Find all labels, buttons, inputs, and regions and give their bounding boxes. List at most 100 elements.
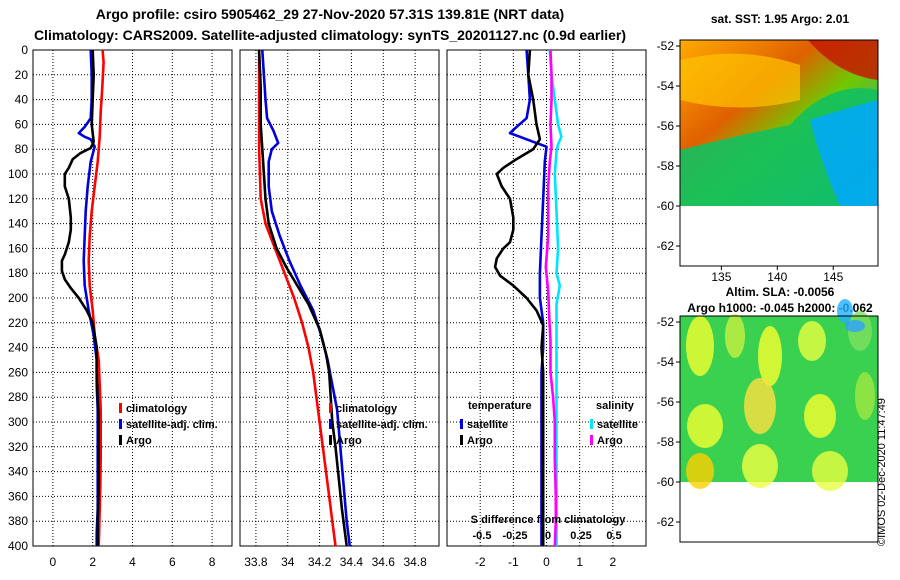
y-tick-label: 400: [8, 539, 28, 553]
y-tick-label: 160: [8, 241, 28, 255]
y-tick-label: 360: [8, 489, 28, 503]
title-line-2: Climatology: CARS2009. Satellite-adjuste…: [33, 27, 627, 43]
sla-anomaly-blob: [686, 316, 714, 376]
y-tick-label: 140: [8, 217, 28, 231]
map-y-tick-label: -62: [657, 239, 675, 253]
map-y-tick-label: -58: [657, 159, 675, 173]
map-x-tick-label: 145: [823, 270, 843, 284]
x-tick-label: 2: [89, 555, 96, 569]
legend-label: Argo: [467, 435, 493, 447]
y-tick-label: 320: [8, 440, 28, 454]
map-x-tick-label: 135: [711, 270, 731, 284]
sst-map-title: sat. SST: 1.95 Argo: 2.01: [710, 12, 850, 26]
s-diff-tick-label: -0.25: [502, 530, 527, 542]
y-tick-label: 120: [8, 192, 28, 206]
legend-label: climatology: [126, 403, 188, 415]
legend-swatch: [119, 403, 122, 413]
series-salinity-satellite: [548, 49, 563, 546]
sla-title-line-1: Altim. SLA: -0.0056: [725, 285, 835, 299]
legend-swatch: [460, 435, 463, 445]
y-tick-label: 20: [15, 68, 29, 82]
x-tick-label: 2: [609, 555, 616, 569]
x-tick-label: -2: [475, 555, 486, 569]
title-line-1: Argo profile: csiro 5905462_29 27-Nov-20…: [95, 6, 565, 22]
series-salinity-argo: [544, 49, 558, 547]
map-frame: [679, 315, 879, 543]
y-tick-label: 80: [15, 142, 29, 156]
panel-temperature: 0 2 4 6 802040608010012014016018020022024026…: [8, 43, 233, 569]
legend-label: satellite-adj. clim.: [336, 419, 428, 431]
legend-label: Argo: [597, 435, 623, 447]
x-tick-label: 6: [169, 555, 176, 569]
sla-negative-blob: [845, 320, 865, 332]
y-tick-label: 300: [8, 415, 28, 429]
legend-swatch: [590, 435, 593, 445]
series-argo: [60, 49, 100, 546]
sla-anomaly-blob: [804, 394, 836, 438]
legend-label: satellite: [597, 419, 638, 431]
sla-title-line-2: Argo h1000: -0.045 h2000: -0.062: [687, 301, 873, 315]
x-tick-label: 0: [543, 555, 550, 569]
plot-layer: 0 2 4 6 802040608010012014016018020022024026…: [8, 43, 647, 569]
x-tick-label: 1: [576, 555, 583, 569]
sst-warm-patch: [808, 40, 878, 80]
y-tick-label: 0: [21, 43, 28, 57]
sla-anomaly-blob: [742, 444, 778, 488]
map-y-tick-label: -60: [657, 475, 675, 489]
sla-anomaly-blob: [758, 326, 782, 386]
sla-anomaly-blob: [798, 321, 826, 361]
s-diff-axis-label: S difference from climatology: [471, 514, 627, 526]
legend-swatch: [460, 419, 463, 429]
legend-difference: temperature salinity satellite Argo satellit…: [460, 400, 638, 542]
legend-swatch: [119, 435, 122, 445]
map-y-tick-label: -56: [657, 119, 675, 133]
map-y-tick-label: -58: [657, 435, 675, 449]
legend-label: climatology: [336, 403, 398, 415]
panel-difference: -2 -1 0 1 2: [446, 49, 647, 569]
s-diff-tick-label: 0.25: [570, 530, 591, 542]
s-diff-tick-label: 0: [545, 530, 551, 542]
s-diff-tick-label: 0.5: [606, 530, 621, 542]
series-satellite-adj-clim-: [261, 49, 352, 547]
y-tick-label: 340: [8, 465, 28, 479]
series-temperature-satellite: [508, 49, 548, 546]
map-y-tick-label: -56: [657, 395, 675, 409]
map-y-tick-label: -62: [657, 515, 675, 529]
legend-temperature: climatology satellite-adj. clim. Argo: [119, 403, 218, 447]
map-x-tick-label: 140: [767, 270, 787, 284]
y-tick-label: 280: [8, 390, 28, 404]
x-tick-label: 34.4: [340, 555, 364, 569]
map-layer: -52 -54 -56 -58 -60 -62 135 140 145 -52 -54 -56 -58 -…: [657, 39, 879, 543]
x-tick-label: 34: [281, 555, 295, 569]
s-diff-tick-label: -0.5: [473, 530, 492, 542]
legend-swatch: [590, 419, 593, 429]
map-y-tick-label: -52: [657, 315, 675, 329]
legend-label: satellite: [467, 419, 508, 431]
sla-anomaly-blob: [855, 372, 875, 420]
sla-anomaly-blob: [687, 404, 723, 448]
sst-yellow-band: [680, 53, 800, 108]
map-y-tick-label: -54: [657, 355, 675, 369]
y-tick-label: 380: [8, 514, 28, 528]
map-y-tick-label: -54: [657, 79, 675, 93]
sst-cold-zone: [810, 100, 878, 206]
sla-anomaly-blob: [744, 378, 776, 434]
y-tick-label: 180: [8, 266, 28, 280]
x-tick-label: 34.8: [403, 555, 427, 569]
panel-salinity: 33.8 34 34.2 34.4 34.6 34.8: [239, 49, 440, 569]
series-climatology: [87, 49, 105, 547]
sla-anomaly-blob: [837, 299, 853, 323]
y-tick-label: 240: [8, 341, 28, 355]
sla-anomaly-blob: [686, 453, 714, 489]
x-tick-label: 4: [129, 555, 136, 569]
legend-title-salinity: salinity: [596, 400, 635, 412]
x-tick-label: 34.6: [372, 555, 396, 569]
x-tick-label: 33.8: [244, 555, 268, 569]
series-argo: [257, 49, 348, 547]
y-tick-label: 100: [8, 167, 28, 181]
y-tick-label: 260: [8, 365, 28, 379]
legend-title-temperature: temperature: [468, 400, 532, 412]
map-y-tick-label: -52: [657, 39, 675, 53]
sla-anomaly-blob: [812, 451, 848, 491]
